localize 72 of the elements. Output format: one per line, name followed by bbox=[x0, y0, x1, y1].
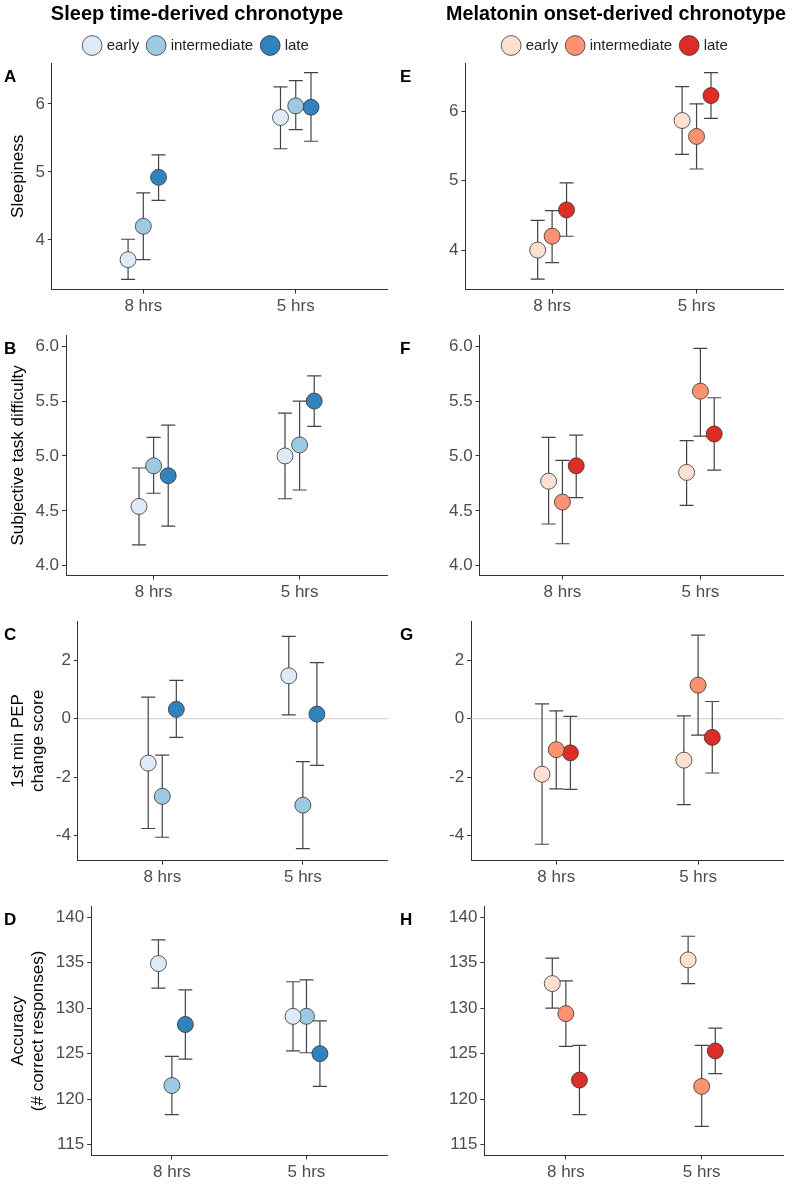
y-tick-label: 2 bbox=[454, 650, 465, 670]
y-tick-label: 115 bbox=[57, 1134, 85, 1154]
text: A bbox=[4, 67, 17, 87]
text: B bbox=[4, 339, 17, 359]
y-axis-title: Sleepiness bbox=[7, 134, 27, 218]
y-tick-label: 4.5 bbox=[35, 500, 60, 520]
y-tick-label: 4.5 bbox=[448, 500, 473, 520]
x-tick-label: 5 hrs bbox=[682, 1162, 721, 1182]
y-tick-label: -2 bbox=[448, 766, 465, 786]
y-tick-label: 125 bbox=[448, 1043, 478, 1063]
chart-title: Sleep time-derived chronotype bbox=[50, 1, 344, 24]
y-axis-title: Accuracy (# correct responses) bbox=[7, 950, 48, 1112]
legend-label: early bbox=[525, 35, 559, 53]
y-tick-label: 4 bbox=[35, 229, 45, 249]
y-tick-label: 135 bbox=[448, 952, 478, 972]
text: D bbox=[4, 910, 17, 930]
y-tick-label: 140 bbox=[55, 906, 85, 926]
y-tick-label: -4 bbox=[55, 825, 71, 845]
y-tick-label: -4 bbox=[448, 825, 465, 845]
legend-label: intermediate bbox=[170, 35, 254, 53]
text: E bbox=[400, 67, 412, 87]
y-tick-label: 5.5 bbox=[35, 390, 60, 410]
y-tick-label: 0 bbox=[454, 708, 465, 728]
text: H bbox=[400, 910, 413, 930]
text: G bbox=[400, 625, 414, 645]
y-tick-label: -2 bbox=[55, 766, 71, 786]
x-tick-label: 8 hrs bbox=[533, 296, 572, 316]
y-tick-label: 135 bbox=[55, 952, 85, 972]
y-tick-label: 120 bbox=[448, 1088, 478, 1108]
x-tick-label: 5 hrs bbox=[283, 867, 322, 887]
y-axis-title: 1st min PEP change score bbox=[7, 689, 48, 792]
x-tick-label: 8 hrs bbox=[537, 867, 576, 887]
y-tick-label: 115 bbox=[450, 1134, 478, 1154]
y-tick-label: 4 bbox=[448, 239, 459, 259]
x-tick-label: 5 hrs bbox=[677, 296, 716, 316]
chart-title: Melatonin onset-derived chronotype bbox=[446, 1, 786, 24]
x-tick-label: 8 hrs bbox=[143, 867, 182, 887]
y-tick-label: 5.0 bbox=[35, 445, 60, 465]
x-tick-label: 5 hrs bbox=[679, 867, 717, 887]
y-tick-label: 4.0 bbox=[448, 555, 473, 575]
y-tick-label: 120 bbox=[55, 1088, 85, 1108]
y-axis-title: Subjective task difficulty bbox=[7, 364, 27, 546]
y-tick-label: 4.0 bbox=[35, 555, 60, 575]
legend-label: intermediate bbox=[589, 35, 673, 53]
y-tick-label: 5 bbox=[35, 161, 45, 181]
text: C bbox=[4, 625, 17, 645]
x-tick-label: 5 hrs bbox=[280, 582, 319, 602]
x-tick-label: 5 hrs bbox=[287, 1162, 326, 1182]
y-tick-label: 5.5 bbox=[448, 390, 473, 410]
y-tick-label: 130 bbox=[448, 997, 478, 1017]
x-tick-label: 8 hrs bbox=[543, 582, 582, 602]
x-tick-label: 8 hrs bbox=[124, 296, 163, 316]
y-tick-label: 125 bbox=[55, 1043, 85, 1063]
y-tick-label: 5 bbox=[448, 170, 459, 190]
y-tick-label: 6.0 bbox=[448, 335, 473, 355]
x-tick-label: 8 hrs bbox=[546, 1162, 585, 1182]
y-tick-label: 2 bbox=[61, 650, 71, 670]
x-tick-label: 5 hrs bbox=[681, 582, 720, 602]
y-tick-label: 6.0 bbox=[35, 335, 60, 355]
y-tick-label: 5.0 bbox=[448, 445, 473, 465]
text: F bbox=[400, 339, 411, 359]
legend-label: early bbox=[106, 35, 140, 53]
y-tick-label: 140 bbox=[448, 906, 478, 926]
legend-label: late bbox=[284, 35, 309, 53]
y-tick-label: 6 bbox=[35, 93, 45, 113]
x-tick-label: 8 hrs bbox=[134, 582, 173, 602]
y-tick-label: 0 bbox=[61, 708, 71, 728]
x-tick-label: 5 hrs bbox=[276, 296, 315, 316]
legend-label: late bbox=[703, 35, 728, 53]
x-tick-label: 8 hrs bbox=[153, 1162, 191, 1182]
y-tick-label: 130 bbox=[55, 997, 85, 1017]
y-tick-label: 6 bbox=[448, 101, 459, 121]
